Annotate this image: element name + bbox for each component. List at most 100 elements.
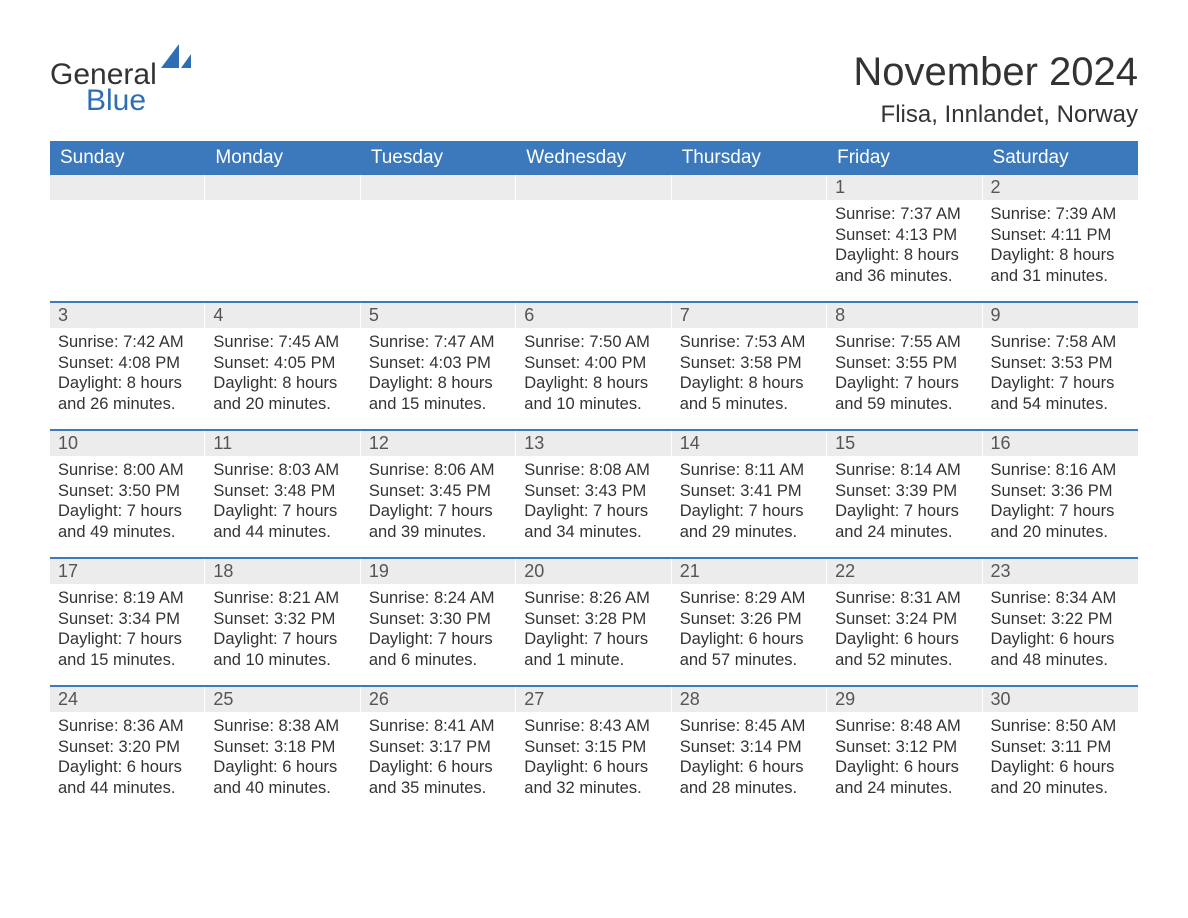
day-cell: 8Sunrise: 7:55 AMSunset: 3:55 PMDaylight…: [827, 303, 982, 429]
day-cell: 20Sunrise: 8:26 AMSunset: 3:28 PMDayligh…: [516, 559, 671, 685]
daylight-line1: Daylight: 8 hours: [58, 373, 197, 394]
day-details: Sunrise: 8:31 AMSunset: 3:24 PMDaylight:…: [827, 584, 982, 671]
sunrise-text: Sunrise: 7:39 AM: [991, 204, 1130, 225]
day-cell: 26Sunrise: 8:41 AMSunset: 3:17 PMDayligh…: [361, 687, 516, 813]
daylight-line2: and 15 minutes.: [369, 394, 508, 415]
day-number: [516, 175, 671, 200]
day-cell: 25Sunrise: 8:38 AMSunset: 3:18 PMDayligh…: [205, 687, 360, 813]
daylight-line1: Daylight: 7 hours: [369, 629, 508, 650]
sunrise-text: Sunrise: 7:55 AM: [835, 332, 974, 353]
sunrise-text: Sunrise: 8:50 AM: [991, 716, 1130, 737]
week-row: 10Sunrise: 8:00 AMSunset: 3:50 PMDayligh…: [50, 429, 1138, 557]
sunset-text: Sunset: 3:30 PM: [369, 609, 508, 630]
daylight-line2: and 52 minutes.: [835, 650, 974, 671]
sunrise-text: Sunrise: 8:43 AM: [524, 716, 663, 737]
weekday-sunday: Sunday: [50, 141, 205, 175]
day-number: 25: [205, 687, 360, 712]
daylight-line2: and 29 minutes.: [680, 522, 819, 543]
weekday-wednesday: Wednesday: [516, 141, 671, 175]
day-cell: 23Sunrise: 8:34 AMSunset: 3:22 PMDayligh…: [983, 559, 1138, 685]
sunrise-text: Sunrise: 7:50 AM: [524, 332, 663, 353]
day-cell: 28Sunrise: 8:45 AMSunset: 3:14 PMDayligh…: [672, 687, 827, 813]
day-cell-empty: [50, 175, 205, 301]
day-cell-empty: [205, 175, 360, 301]
sunset-text: Sunset: 3:15 PM: [524, 737, 663, 758]
day-details: Sunrise: 8:14 AMSunset: 3:39 PMDaylight:…: [827, 456, 982, 543]
sunset-text: Sunset: 3:22 PM: [991, 609, 1130, 630]
sunset-text: Sunset: 3:36 PM: [991, 481, 1130, 502]
day-number: 1: [827, 175, 982, 200]
sunrise-text: Sunrise: 8:31 AM: [835, 588, 974, 609]
daylight-line2: and 35 minutes.: [369, 778, 508, 799]
day-cell: 22Sunrise: 8:31 AMSunset: 3:24 PMDayligh…: [827, 559, 982, 685]
sunrise-text: Sunrise: 7:42 AM: [58, 332, 197, 353]
sunset-text: Sunset: 3:43 PM: [524, 481, 663, 502]
day-number: 7: [672, 303, 827, 328]
daylight-line1: Daylight: 7 hours: [58, 501, 197, 522]
daylight-line2: and 6 minutes.: [369, 650, 508, 671]
sunset-text: Sunset: 3:58 PM: [680, 353, 819, 374]
day-cell-empty: [361, 175, 516, 301]
day-cell: 21Sunrise: 8:29 AMSunset: 3:26 PMDayligh…: [672, 559, 827, 685]
daylight-line2: and 10 minutes.: [524, 394, 663, 415]
sunrise-text: Sunrise: 7:58 AM: [991, 332, 1130, 353]
day-number: 11: [205, 431, 360, 456]
day-number: 5: [361, 303, 516, 328]
day-details: Sunrise: 7:47 AMSunset: 4:03 PMDaylight:…: [361, 328, 516, 415]
day-number: 17: [50, 559, 205, 584]
sunset-text: Sunset: 3:18 PM: [213, 737, 352, 758]
daylight-line2: and 32 minutes.: [524, 778, 663, 799]
day-details: Sunrise: 7:53 AMSunset: 3:58 PMDaylight:…: [672, 328, 827, 415]
weekday-header-row: SundayMondayTuesdayWednesdayThursdayFrid…: [50, 141, 1138, 175]
day-details: Sunrise: 7:42 AMSunset: 4:08 PMDaylight:…: [50, 328, 205, 415]
logo-text-blue: Blue: [86, 84, 191, 118]
day-number: 22: [827, 559, 982, 584]
weekday-thursday: Thursday: [672, 141, 827, 175]
daylight-line2: and 20 minutes.: [991, 778, 1130, 799]
day-number: [361, 175, 516, 200]
daylight-line1: Daylight: 8 hours: [369, 373, 508, 394]
day-number: 24: [50, 687, 205, 712]
week-row: 17 Sunrise: 8:19 AMSunset: 3:34 PM Dayligh…: [50, 557, 1138, 685]
week-row: 24Sunrise: 8:36 AMSunset: 3:20 PMDayligh…: [50, 685, 1138, 813]
day-number: 10: [50, 431, 205, 456]
daylight-line2: and 59 minutes.: [835, 394, 974, 415]
day-cell: 15Sunrise: 8:14 AMSunset: 3:39 PMDayligh…: [827, 431, 982, 557]
day-details: Sunrise: 8:29 AMSunset: 3:26 PMDaylight:…: [672, 584, 827, 671]
day-number: 12: [361, 431, 516, 456]
day-cell: 2Sunrise: 7:39 AMSunset: 4:11 PMDaylight…: [983, 175, 1138, 301]
logo: General Blue: [50, 58, 191, 118]
sunrise-text: Sunrise: 8:26 AM: [524, 588, 663, 609]
day-cell: 17Sunrise: 8:19 AMSunset: 3:34 PMDayligh…: [50, 559, 205, 685]
daylight-line2: and 57 minutes.: [680, 650, 819, 671]
sunset-text: Sunset: 3:20 PM: [58, 737, 197, 758]
daylight-line1: Daylight: 7 hours: [991, 373, 1130, 394]
daylight-line1: Daylight: 8 hours: [991, 245, 1130, 266]
sunset-text: Sunset: 3:14 PM: [680, 737, 819, 758]
daylight-line2: and 24 minutes.: [835, 522, 974, 543]
sunrise-text: Sunrise: 8:38 AM: [213, 716, 352, 737]
day-cell: 12Sunrise: 8:06 AMSunset: 3:45 PMDayligh…: [361, 431, 516, 557]
logo-sail-icon: [161, 44, 191, 73]
sunrise-text: Sunrise: 8:19 AM: [58, 588, 197, 609]
daylight-line2: and 15 minutes.: [58, 650, 197, 671]
daylight-line1: Daylight: 7 hours: [991, 501, 1130, 522]
day-details: Sunrise: 8:45 AMSunset: 3:14 PMDaylight:…: [672, 712, 827, 799]
sunset-text: Sunset: 3:34 PM: [58, 609, 197, 630]
weekday-monday: Monday: [205, 141, 360, 175]
day-number: 29: [827, 687, 982, 712]
day-cell: 19Sunrise: 8:24 AMSunset: 3:30 PMDayligh…: [361, 559, 516, 685]
day-cell: 29Sunrise: 8:48 AMSunset: 3:12 PMDayligh…: [827, 687, 982, 813]
daylight-line1: Daylight: 6 hours: [680, 629, 819, 650]
day-details: Sunrise: 8:06 AMSunset: 3:45 PMDaylight:…: [361, 456, 516, 543]
day-number: 6: [516, 303, 671, 328]
daylight-line2: and 39 minutes.: [369, 522, 508, 543]
day-cell: 5Sunrise: 7:47 AMSunset: 4:03 PMDaylight…: [361, 303, 516, 429]
daylight-line1: Daylight: 6 hours: [524, 757, 663, 778]
daylight-line1: Daylight: 8 hours: [680, 373, 819, 394]
day-cell: 16Sunrise: 8:16 AMSunset: 3:36 PMDayligh…: [983, 431, 1138, 557]
sunrise-text: Sunrise: 7:53 AM: [680, 332, 819, 353]
sunrise-text: Sunrise: 8:06 AM: [369, 460, 508, 481]
day-cell-empty: [516, 175, 671, 301]
day-number: 13: [516, 431, 671, 456]
